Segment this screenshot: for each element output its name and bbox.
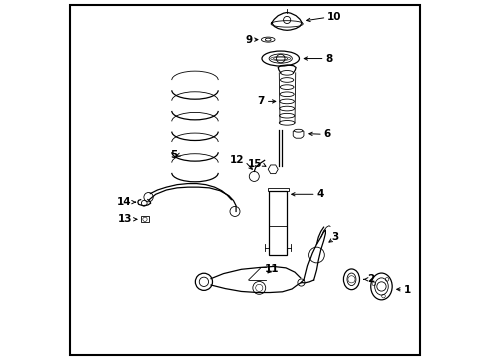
Text: 12: 12 [229, 156, 244, 165]
Bar [270, 191, 287, 255]
Text: 8: 8 [325, 54, 333, 64]
Text: 1: 1 [404, 285, 411, 295]
Text: 11: 11 [265, 264, 279, 274]
Text: 2: 2 [367, 274, 374, 284]
Text: 5: 5 [171, 150, 178, 160]
Text: 14: 14 [117, 197, 132, 207]
Text: 10: 10 [327, 13, 342, 22]
Bar [142, 216, 149, 222]
Text: 15: 15 [247, 159, 262, 169]
Text: 4: 4 [317, 189, 324, 199]
Text: 9: 9 [245, 35, 252, 45]
Text: 3: 3 [331, 232, 339, 242]
Text: 7: 7 [257, 96, 265, 107]
Text: 13: 13 [118, 214, 132, 224]
Bar [268, 188, 289, 192]
Text: 6: 6 [323, 129, 331, 139]
